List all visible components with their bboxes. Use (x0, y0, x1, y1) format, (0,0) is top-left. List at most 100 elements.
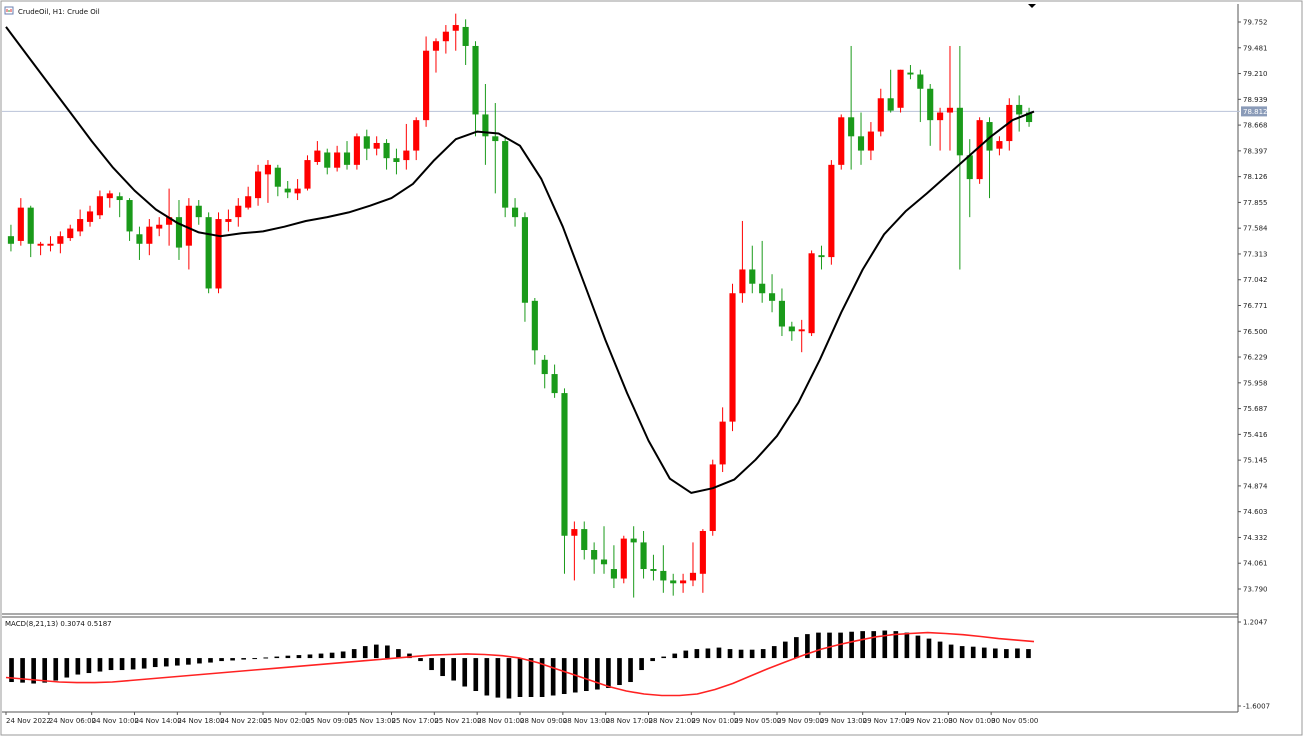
moving-average-line (5, 26, 1035, 494)
current-price-label: 78.812 (1243, 108, 1268, 116)
macd-histogram-bar (937, 641, 943, 659)
candle-down (343, 152, 351, 165)
macd-histogram-bar (362, 646, 368, 659)
candle-down (541, 359, 548, 375)
candle-down (482, 114, 489, 137)
candle-down (650, 569, 657, 571)
chart-title: CrudeOil, H1: Crude Oil (18, 8, 100, 16)
price-axis: 79.752 79.481 79.210 78.939 78.668 78.397 78.1… (1238, 19, 1270, 711)
candle-down (907, 72, 914, 75)
candle-down (205, 217, 212, 289)
candle-down (848, 117, 855, 137)
macd-histogram-bar (263, 657, 269, 659)
macd-signal-line (5, 631, 1035, 697)
macd-histogram-bar (64, 658, 70, 678)
macd-histogram-bar (628, 658, 633, 683)
candle-up (719, 421, 726, 465)
macd-histogram-bar (329, 652, 335, 659)
macd-histogram-bar (992, 648, 998, 659)
macd-histogram-bar (838, 632, 843, 659)
time-tick-label: 24 Nov 10:00 (92, 717, 139, 725)
price-tick-label: 76.771 (1243, 302, 1268, 310)
candle-down (7, 236, 15, 244)
macd-histogram-bar (517, 658, 523, 697)
macd-histogram-bar (915, 635, 921, 659)
candle-down (195, 205, 202, 218)
candle-down (383, 142, 390, 159)
macd-histogram-bar (42, 658, 48, 683)
macd-histogram-bar (584, 658, 589, 692)
candle-down (591, 550, 598, 560)
candle-up (254, 171, 262, 199)
candle-down (670, 580, 677, 584)
time-tick-label: 28 Nov 21:00 (649, 717, 696, 725)
macd-histogram-bar (771, 646, 777, 659)
macd-histogram-bar (849, 631, 854, 659)
macd-histogram-bar (738, 649, 744, 659)
scroll-shift-marker-icon[interactable] (1028, 4, 1036, 8)
macd-histogram-bar (1004, 649, 1009, 659)
price-tick-label: 77.584 (1243, 225, 1268, 233)
macd-histogram-bar (86, 658, 92, 674)
candle-up (67, 228, 74, 239)
candle-up (403, 150, 410, 161)
macd-histogram-bar (539, 658, 545, 697)
candle-down (561, 393, 568, 536)
time-tick-label: 28 Nov 09:00 (520, 717, 567, 725)
time-tick-label: 29 Nov 17:00 (863, 717, 910, 725)
time-tick-label: 24 Nov 06:00 (49, 717, 96, 725)
candle-up (680, 580, 687, 584)
macd-histogram-bar (462, 658, 468, 687)
macd-histogram-bar (296, 655, 302, 659)
macd-histogram-bar (871, 631, 877, 659)
macd-histogram-bar (805, 634, 810, 659)
candle-up (37, 243, 44, 246)
macd-histogram-bar (595, 658, 600, 690)
macd-histogram-bar (506, 658, 512, 699)
candle-up (699, 530, 706, 574)
price-tick-label: 77.042 (1243, 276, 1268, 284)
macd-histogram-bar (970, 646, 976, 659)
candle-up (106, 193, 113, 199)
macd-pane (5, 630, 1035, 699)
candle-down (887, 98, 894, 111)
candle-down (966, 155, 973, 180)
macd-histogram-bar (606, 658, 611, 689)
candle-up (620, 538, 627, 579)
candle-down (759, 283, 766, 294)
candle-up (897, 69, 904, 108)
macd-histogram-bar (241, 658, 246, 660)
time-tick-label: 25 Nov 17:00 (392, 717, 439, 725)
candle-up (96, 196, 103, 216)
candle-up (877, 98, 884, 132)
macd-histogram-bar (760, 649, 766, 659)
price-tick-label: 74.061 (1243, 560, 1268, 568)
candle-up (423, 50, 430, 121)
candle-up (946, 107, 954, 113)
candle-down (521, 217, 529, 303)
candle-down (462, 26, 469, 46)
price-tick-label: 79.210 (1243, 70, 1268, 78)
macd-histogram-bar (53, 658, 59, 681)
candle-down (502, 141, 509, 208)
macd-histogram-bar (981, 647, 987, 659)
macd-histogram-bar (893, 631, 899, 659)
candle-up (166, 217, 173, 225)
candle-up (156, 224, 163, 229)
macd-histogram-bar (351, 649, 357, 659)
candle-down (1016, 104, 1023, 115)
macd-tick-label: -1.6007 (1243, 703, 1270, 711)
macd-histogram-bar (816, 632, 821, 659)
candle-up (808, 253, 815, 334)
candle-up (373, 142, 380, 149)
time-tick-label: 25 Nov 21:00 (434, 717, 481, 725)
candle-down (393, 158, 400, 162)
candle-up (452, 25, 459, 31)
time-tick-label: 24 Nov 18:00 (177, 717, 224, 725)
candle-down (630, 538, 637, 543)
price-tick-label: 76.229 (1243, 354, 1268, 362)
macd-histogram-bar (163, 658, 169, 667)
candle-up (47, 243, 54, 246)
